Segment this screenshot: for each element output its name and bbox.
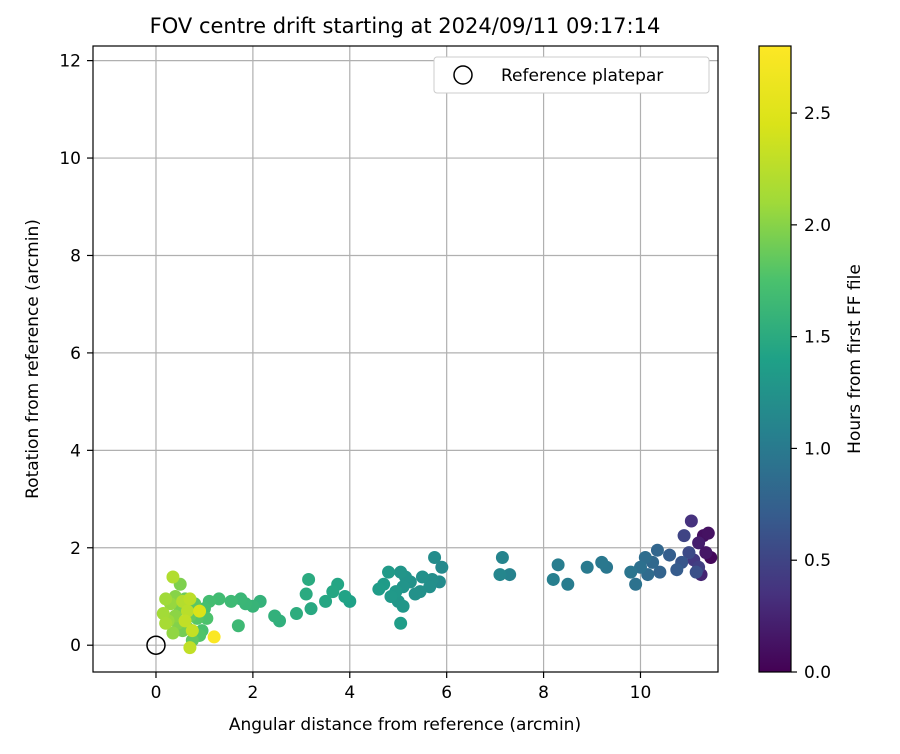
chart-title: FOV centre drift starting at 2024/09/11 … [150,14,661,38]
colorbar-tick-label: 1.0 [804,439,831,459]
colorbar-tick-label: 0.0 [804,663,831,683]
data-point [638,551,652,565]
data-point [551,558,565,572]
x-axis-ticks: 0 2 4 6 8 10 [151,672,652,703]
data-point [299,587,313,601]
x-tick-label: 6 [441,683,452,703]
data-point [207,630,221,644]
data-point [180,604,194,618]
colorbar-ticks: 0.0 0.5 1.0 1.5 2.0 2.5 [791,104,831,683]
data-point [663,548,677,562]
y-tick-label: 6 [70,344,81,364]
data-point [384,589,398,603]
x-tick-label: 4 [344,683,355,703]
plot-frame [92,45,719,673]
colorbar-gradient [758,45,792,673]
data-point [650,543,664,557]
data-point [701,526,715,540]
data-point [159,592,173,606]
legend-reference-marker [453,65,473,85]
data-point [682,546,696,560]
data-point [595,555,609,569]
data-point [304,602,318,616]
y-tick-label: 8 [70,246,81,266]
data-point [289,607,303,621]
y-tick-label: 0 [70,636,81,656]
data-point [185,624,199,638]
data-point [268,609,282,623]
reference-marker [146,635,166,655]
x-tick-label: 8 [538,683,549,703]
x-axis-label: Angular distance from reference (arcmin) [229,715,581,735]
data-point [699,546,713,560]
data-point [338,589,352,603]
data-point [415,570,429,584]
colorbar: 0.0 0.5 1.0 1.5 2.0 2.5 Hours from first FF f… [758,45,865,683]
data-point [224,594,238,608]
data-point [382,565,396,579]
data-point [231,619,245,633]
data-point [193,604,207,618]
y-tick-label: 2 [70,539,81,559]
x-tick-label: 2 [247,683,258,703]
data-point [166,570,180,584]
data-point [653,565,667,579]
data-point [159,616,173,630]
data-point [692,536,706,550]
data-point [493,568,507,582]
data-point [156,607,170,621]
legend-box [433,56,710,94]
data-point [396,599,410,613]
data-point [503,568,517,582]
colorbar-tick-label: 2.5 [804,104,831,124]
data-point [435,560,449,574]
data-point [670,563,684,577]
x-tick-label: 10 [630,683,652,703]
y-tick-label: 4 [70,441,81,461]
data-point [178,614,192,628]
data-point [561,577,575,591]
data-points [156,514,718,655]
data-point [166,626,180,640]
data-point [394,565,408,579]
colorbar-label: Hours from first FF file [845,264,865,454]
colorbar-tick-label: 2.0 [804,216,831,236]
data-point [326,585,340,599]
data-point [580,560,594,574]
y-axis-ticks: 0 2 4 6 8 10 12 [59,52,93,656]
data-point [394,616,408,630]
legend-entry-reference: Reference platepar [501,66,663,86]
data-point [183,641,197,655]
data-point [183,592,197,606]
y-axis-label: Rotation from reference (arcmin) [23,219,43,499]
data-point [677,529,691,543]
y-tick-label: 10 [59,149,81,169]
data-point [302,572,316,586]
data-point [689,565,703,579]
colorbar-tick-label: 0.5 [804,551,831,571]
data-point [624,565,638,579]
data-point [423,580,437,594]
data-point [319,594,333,608]
data-point [629,577,643,591]
legend: Reference platepar [433,56,710,94]
data-point [633,560,647,574]
x-tick-label: 0 [151,683,162,703]
data-point [372,582,386,596]
colorbar-tick-label: 1.5 [804,328,831,348]
data-point [428,551,442,565]
data-point [546,572,560,586]
y-tick-label: 12 [59,52,81,72]
data-point [684,514,698,528]
data-point [495,551,509,565]
data-point [408,587,422,601]
